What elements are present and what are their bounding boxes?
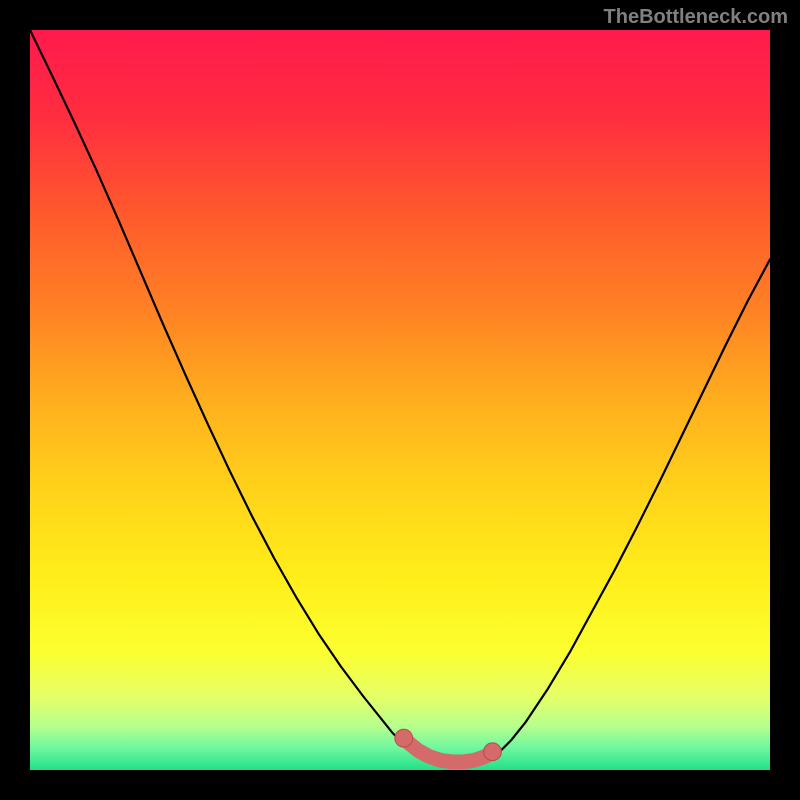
plot-area bbox=[30, 30, 770, 770]
watermark-text: TheBottleneck.com bbox=[604, 6, 788, 29]
chart-container: TheBottleneck.com bbox=[0, 0, 800, 800]
gradient-background bbox=[30, 30, 770, 770]
bottleneck-curve-chart bbox=[30, 30, 770, 770]
